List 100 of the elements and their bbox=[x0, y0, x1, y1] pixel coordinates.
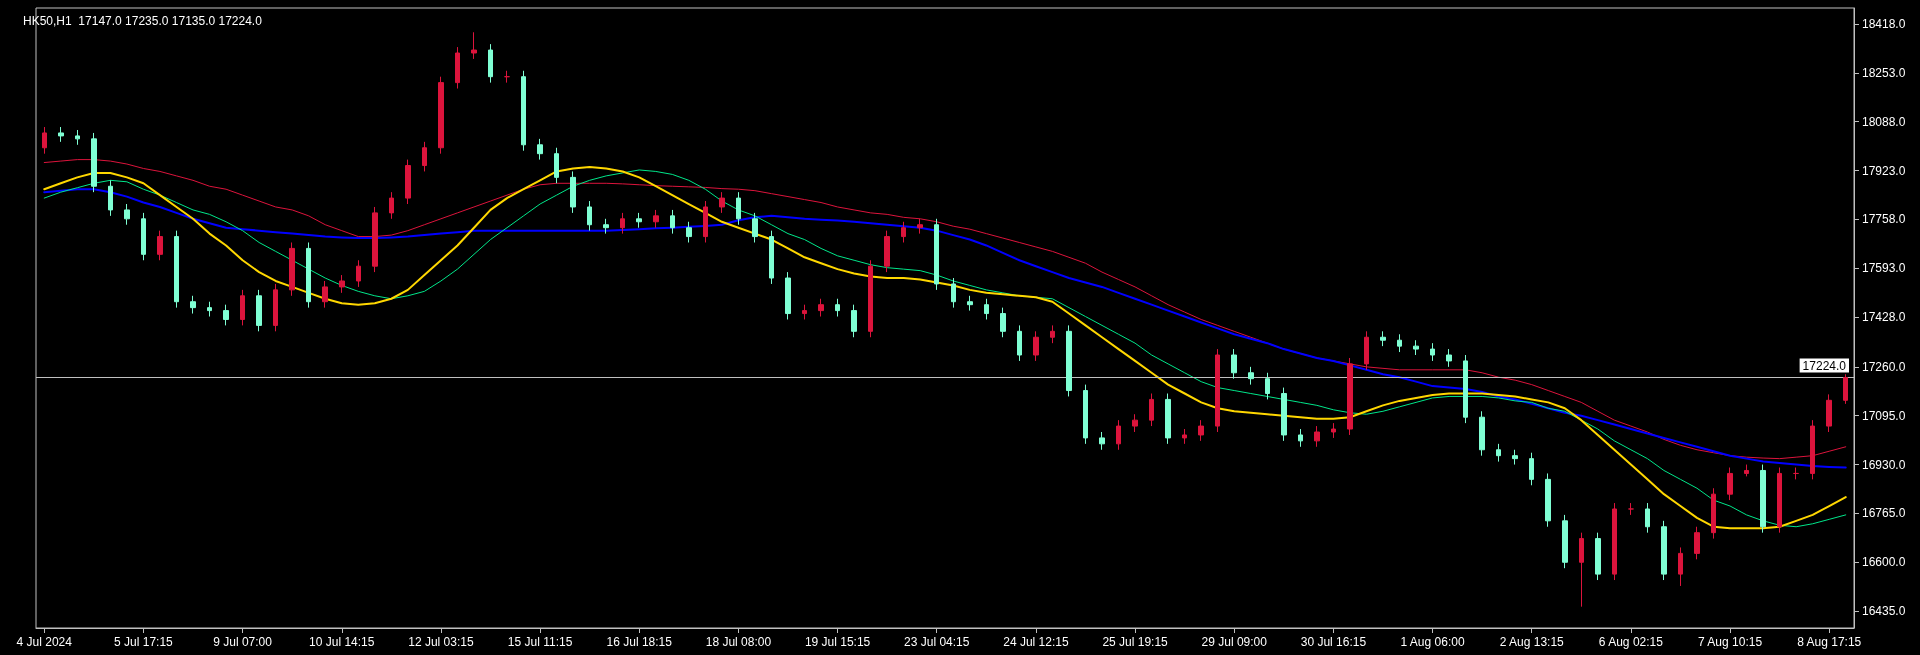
candlestick bbox=[422, 141, 427, 172]
candlestick bbox=[1760, 464, 1766, 534]
candlestick bbox=[1314, 425, 1320, 448]
candlestick bbox=[1793, 467, 1799, 480]
candlestick bbox=[1463, 354, 1468, 424]
candlestick bbox=[1165, 393, 1171, 445]
candlestick bbox=[1595, 532, 1601, 581]
candlestick bbox=[1050, 324, 1055, 344]
candlestick bbox=[1215, 348, 1220, 433]
y-tick-label: 18253.0 bbox=[1862, 65, 1906, 80]
candlestick bbox=[554, 147, 559, 184]
candlestick bbox=[1248, 366, 1254, 386]
candlestick bbox=[934, 218, 939, 291]
candlestick bbox=[1479, 410, 1485, 457]
y-tick-label: 16435.0 bbox=[1862, 604, 1906, 619]
candlestick bbox=[1017, 324, 1022, 362]
candlestick bbox=[1777, 467, 1782, 534]
candlestick bbox=[537, 138, 543, 161]
candlestick bbox=[719, 191, 725, 214]
candlestick bbox=[1413, 339, 1419, 356]
candlestick bbox=[1281, 387, 1287, 442]
candlestick bbox=[42, 126, 47, 155]
x-tick-label: 12 Jul 03:15 bbox=[408, 635, 474, 649]
candlestick bbox=[1744, 464, 1749, 477]
y-tick-label: 16765.0 bbox=[1862, 506, 1906, 521]
candlestick bbox=[1612, 502, 1617, 581]
x-tick-label: 6 Aug 02:15 bbox=[1598, 635, 1664, 649]
candlestick bbox=[620, 212, 625, 235]
candlestick bbox=[1562, 514, 1568, 569]
y-tick-label: 17758.0 bbox=[1862, 212, 1906, 227]
text: HK50,H1 17147.0 17235.0 17135.0 17224.0 bbox=[23, 14, 263, 28]
candlestick bbox=[785, 271, 791, 320]
candlestick bbox=[372, 206, 378, 273]
candlestick bbox=[1645, 502, 1650, 534]
candlestick bbox=[1231, 348, 1237, 380]
x-tick-label: 18 Jul 08:00 bbox=[705, 635, 772, 649]
candlestick bbox=[736, 191, 741, 226]
y-tick-label: 16600.0 bbox=[1862, 555, 1906, 570]
candlestick bbox=[570, 170, 576, 214]
candlestick bbox=[1843, 373, 1848, 405]
candlestick bbox=[752, 212, 758, 243]
candlestick bbox=[471, 31, 477, 60]
candlestick bbox=[851, 304, 857, 338]
candlestick bbox=[670, 209, 675, 235]
x-tick-label: 25 Jul 19:15 bbox=[1102, 635, 1169, 649]
candlestick bbox=[1380, 330, 1386, 347]
candlestick bbox=[1579, 532, 1584, 608]
candlestick bbox=[91, 132, 97, 193]
candlestick bbox=[455, 46, 460, 90]
candlestick bbox=[339, 274, 345, 294]
candlestick bbox=[1083, 384, 1088, 445]
y-tick-label: 17260.0 bbox=[1862, 359, 1906, 374]
y-tick-label: 17095.0 bbox=[1862, 408, 1906, 423]
candlestick bbox=[1364, 330, 1369, 371]
candlestick bbox=[438, 76, 444, 155]
candlestick bbox=[207, 301, 212, 318]
candlestick bbox=[686, 221, 692, 243]
candlestick bbox=[1347, 357, 1353, 436]
candlestick bbox=[703, 200, 708, 243]
candlestick bbox=[884, 230, 890, 273]
candlestick bbox=[1265, 372, 1270, 400]
candlestick bbox=[1397, 333, 1402, 353]
candlestick bbox=[1000, 307, 1006, 338]
candlestick bbox=[1033, 330, 1039, 362]
candlestick bbox=[1694, 526, 1700, 560]
candlestick bbox=[984, 298, 989, 320]
candlestick bbox=[636, 212, 642, 229]
candlestick bbox=[306, 242, 311, 309]
candlestick bbox=[1628, 502, 1634, 516]
candlestick bbox=[769, 230, 774, 285]
candlestick bbox=[1661, 520, 1667, 581]
x-tick-label: 23 Jul 04:15 bbox=[904, 635, 970, 649]
candlestick bbox=[405, 159, 411, 205]
x-tick-label: 15 Jul 11:15 bbox=[507, 635, 573, 649]
candlestick bbox=[1512, 449, 1518, 466]
candlestick bbox=[289, 242, 295, 297]
candlestick bbox=[223, 304, 229, 326]
y-tick-label: 16930.0 bbox=[1862, 457, 1906, 472]
candlestick bbox=[1826, 393, 1832, 433]
candlestick bbox=[917, 218, 923, 235]
candlestick bbox=[1545, 472, 1551, 528]
candlestick bbox=[322, 280, 328, 309]
candlestick bbox=[256, 289, 262, 332]
candlestick bbox=[1529, 452, 1534, 486]
candlestick bbox=[1711, 487, 1716, 540]
candlestick bbox=[967, 295, 973, 312]
candlestick bbox=[124, 203, 130, 226]
candlestick bbox=[868, 259, 873, 338]
x-tick-label: 1 Aug 06:00 bbox=[1400, 635, 1465, 649]
x-tick-label: 10 Jul 14:15 bbox=[309, 635, 375, 649]
candlestick bbox=[1198, 419, 1204, 442]
candlestick bbox=[157, 230, 163, 261]
candlestick bbox=[603, 218, 609, 235]
candlestick bbox=[1678, 546, 1683, 587]
candlestick bbox=[587, 200, 592, 232]
y-tick-label: 17923.0 bbox=[1862, 163, 1906, 178]
x-tick-label: 29 Jul 09:00 bbox=[1201, 635, 1268, 649]
x-tick-label: 5 Jul 17:15 bbox=[114, 635, 174, 649]
candlestick bbox=[1298, 428, 1303, 448]
x-tick-label: 19 Jul 15:15 bbox=[804, 635, 871, 649]
